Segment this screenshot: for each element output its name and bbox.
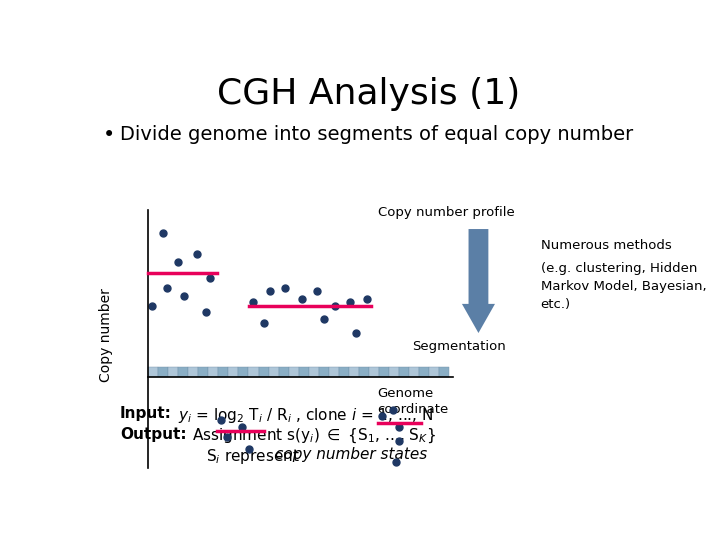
Text: (e.g. clustering, Hidden
Markov Model, Bayesian,
etc.): (e.g. clustering, Hidden Markov Model, B… [541,262,706,311]
Text: Divide genome into segments of equal copy number: Divide genome into segments of equal cop… [120,125,634,144]
Text: Assignment s(y$_i$) $\in$ {S$_1$, ..., S$_K$}: Assignment s(y$_i$) $\in$ {S$_1$, ..., S… [192,427,436,445]
Text: Genome
coordinate: Genome coordinate [377,387,449,416]
Text: CGH Analysis (1): CGH Analysis (1) [217,77,521,111]
Bar [419,367,429,377]
Bar [178,367,188,377]
Bar [429,367,439,377]
Text: $y_i$ = log$_2$ T$_i$ / R$_i$ , clone $i$ = 1, ..., N: $y_i$ = log$_2$ T$_i$ / R$_i$ , clone $i… [178,406,433,425]
Text: Segmentation: Segmentation [412,340,505,353]
Bar [269,367,279,377]
Bar [439,367,449,377]
Bar [329,367,339,377]
Text: S$_i$ represent: S$_i$ represent [206,447,300,467]
Text: Numerous methods: Numerous methods [541,239,672,252]
Bar [158,367,168,377]
Bar [208,367,218,377]
Bar [248,367,258,377]
Bar [359,367,369,377]
Bar [228,367,238,377]
Bar [289,367,299,377]
Bar [258,367,269,377]
Text: Output:: Output: [120,427,186,442]
Bar [218,367,228,377]
Bar [279,367,289,377]
Text: Input:: Input: [120,406,172,421]
Text: Copy number profile: Copy number profile [377,206,514,219]
Bar [299,367,309,377]
Polygon shape [462,229,495,333]
Bar [148,367,158,377]
Bar [379,367,390,377]
Text: Copy number: Copy number [99,288,113,382]
Bar [168,367,178,377]
Bar [349,367,359,377]
Bar [238,367,248,377]
Bar [319,367,329,377]
Bar [309,367,319,377]
Bar [188,367,198,377]
Bar [198,367,208,377]
Text: copy number states: copy number states [274,447,427,462]
Bar [399,367,409,377]
Bar [390,367,399,377]
Bar [339,367,349,377]
Text: •: • [103,125,115,145]
Bar [409,367,419,377]
Bar [369,367,379,377]
